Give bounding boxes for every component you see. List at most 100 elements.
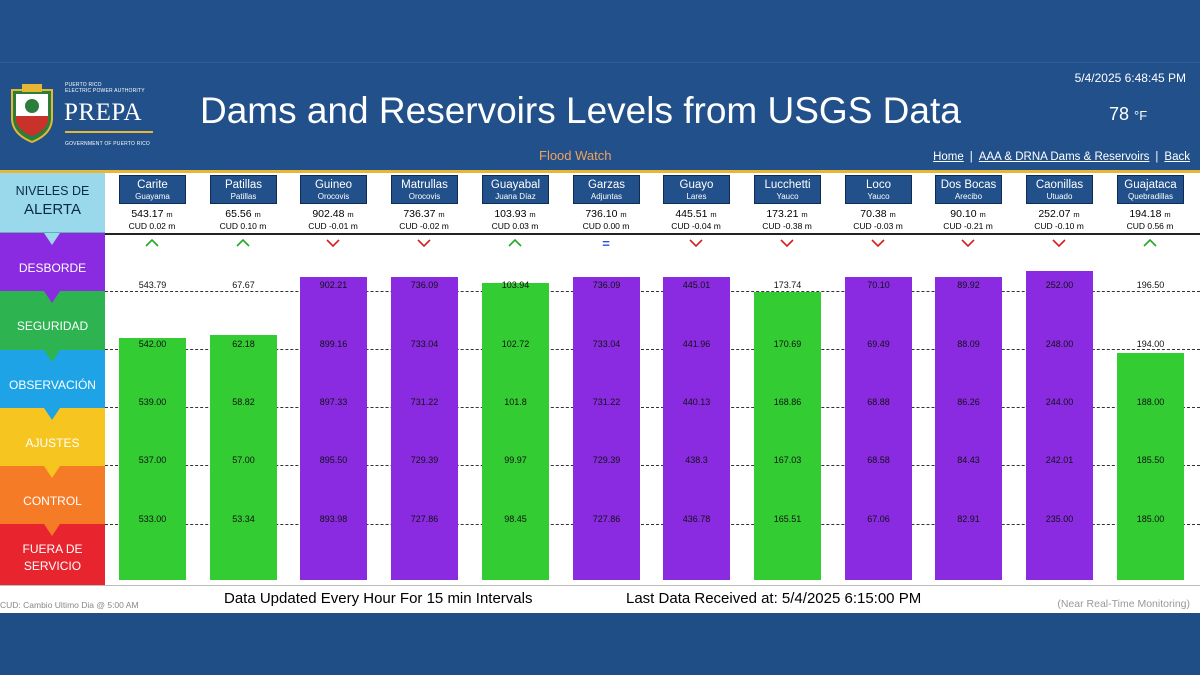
reservoir-name: Guayo — [679, 179, 714, 191]
reservoir-level-unit: m — [710, 210, 717, 219]
reservoir-header[interactable]: Loco Yauco — [845, 175, 912, 204]
reservoir-level: 194.18 m — [1110, 208, 1190, 220]
reservoir-name: Dos Bocas — [940, 179, 997, 191]
reservoir-level: 736.37 m — [384, 208, 464, 220]
reservoir-header[interactable]: Guayabal Juana Díaz — [482, 175, 549, 204]
reservoir-header[interactable]: Garzas Adjuntas — [573, 175, 640, 204]
threshold-label: 67.06 — [867, 514, 890, 524]
reservoir-header[interactable]: Lucchetti Yauco — [754, 175, 821, 204]
threshold-label: 242.01 — [1045, 455, 1074, 465]
nav-back-link[interactable]: Back — [1164, 151, 1190, 163]
reservoir-level: 902.48 m — [293, 208, 373, 220]
threshold-label: 70.10 — [867, 280, 890, 290]
threshold-label: 98.45 — [504, 514, 527, 524]
threshold-label: 736.09 — [592, 280, 621, 290]
legend-header-line1: NIVELES DE — [15, 184, 90, 198]
threshold-label: 731.22 — [592, 397, 621, 407]
reservoir-header[interactable]: Matrullas Orocovis — [391, 175, 458, 204]
footer: CUD: Cambio Ultimo Dia @ 5:00 AM Data Up… — [0, 585, 1200, 613]
reservoir-level-bar — [935, 277, 1002, 580]
prepa-seal-icon — [11, 84, 53, 144]
reservoir-town: Yauco — [867, 192, 890, 201]
reservoir-town: Adjuntas — [590, 192, 623, 201]
threshold-label: 733.04 — [410, 339, 439, 349]
reservoir-cud: CUD -0.38 m — [747, 221, 827, 231]
reservoir-header[interactable]: Caonillas Utuado — [1026, 175, 1093, 204]
reservoir-cud-unit: m — [1166, 221, 1174, 231]
reservoir-header[interactable]: Guajataca Quebradillas — [1117, 175, 1184, 204]
temperature-value: 78 — [1109, 104, 1130, 124]
reservoir-header[interactable]: Patillas Patillas — [210, 175, 277, 204]
reservoir-level-unit: m — [347, 210, 354, 219]
trend-up-icon — [228, 236, 258, 251]
reservoir-header[interactable]: Dos Bocas Arecibo — [935, 175, 1002, 204]
current-datetime: 5/4/2025 6:48:45 PM — [1074, 71, 1186, 85]
trend-up-icon — [1135, 236, 1165, 251]
threshold-label: 436.78 — [682, 514, 711, 524]
page-title: Dams and Reservoirs Levels from USGS Dat… — [200, 90, 961, 131]
reservoir-cud-unit: m — [441, 221, 449, 231]
reservoir-cud-value: CUD -0.21 — [943, 221, 984, 231]
reservoir-cud-value: CUD 0.03 — [491, 221, 529, 231]
flood-alert-label: Flood Watch — [539, 148, 612, 163]
threshold-label: 533.00 — [138, 514, 167, 524]
temperature-readout: 78 °F — [1109, 104, 1147, 125]
update-interval-note: Data Updated Every Hour For 15 min Inter… — [224, 590, 533, 607]
reservoir-header[interactable]: Guineo Orocovis — [300, 175, 367, 204]
reservoir-level-bar — [663, 277, 730, 580]
nav-dams-link[interactable]: AAA & DRNA Dams & Reservoirs — [978, 151, 1150, 163]
threshold-label: 543.79 — [138, 280, 167, 290]
threshold-label: 185.50 — [1136, 455, 1165, 465]
threshold-label: 103.94 — [501, 280, 530, 290]
threshold-line — [105, 349, 1200, 350]
temperature-unit: °F — [1134, 108, 1148, 123]
threshold-label: 68.88 — [867, 397, 890, 407]
reservoir-name: Matrullas — [401, 179, 448, 191]
reservoir-cud-unit: m — [259, 221, 267, 231]
trend-same-icon: = — [602, 236, 610, 251]
threshold-label: 440.13 — [682, 397, 711, 407]
reservoir-level-unit: m — [166, 210, 173, 219]
reservoir-cud-unit: m — [713, 221, 721, 231]
nav-home-link[interactable]: Home — [933, 151, 964, 163]
threshold-label: 729.39 — [592, 455, 621, 465]
threshold-label: 539.00 — [138, 397, 167, 407]
reservoir-cud: CUD -0.01 m — [293, 221, 373, 231]
reservoir-level-value: 70.38 — [860, 208, 887, 220]
threshold-label: 84.43 — [957, 455, 980, 465]
reservoir-cud-value: CUD 0.02 — [128, 221, 166, 231]
reservoir-cud-unit: m — [168, 221, 176, 231]
reservoir-level: 252.07 m — [1019, 208, 1099, 220]
top-band — [0, 0, 1200, 62]
threshold-label: 445.01 — [682, 280, 711, 290]
threshold-label: 893.98 — [319, 514, 348, 524]
threshold-label: 170.69 — [773, 339, 802, 349]
threshold-label: 438.3 — [685, 455, 708, 465]
threshold-label: 899.16 — [319, 339, 348, 349]
threshold-line — [105, 524, 1200, 525]
threshold-label: 68.58 — [867, 455, 890, 465]
reservoir-cud-value: CUD -0.01 — [308, 221, 349, 231]
reservoir-header[interactable]: Carite Guayama — [119, 175, 186, 204]
reservoir-name: Guayabal — [490, 179, 541, 191]
reservoir-level-unit: m — [979, 210, 986, 219]
reservoir-cud: CUD -0.02 m — [384, 221, 464, 231]
reservoir-level-bar — [482, 283, 549, 580]
header-row-divider — [105, 233, 1200, 235]
reservoir-header[interactable]: Guayo Lares — [663, 175, 730, 204]
threshold-label: 194.00 — [1136, 339, 1165, 349]
threshold-label: 58.82 — [232, 397, 255, 407]
reservoir-cud: CUD 0.56 m — [1110, 221, 1190, 231]
reservoir-town: Arecibo — [954, 192, 983, 201]
threshold-label: 729.39 — [410, 455, 439, 465]
trend-down-icon — [863, 236, 893, 251]
threshold-label: 895.50 — [319, 455, 348, 465]
reservoir-level-bar — [754, 292, 821, 580]
legend-level-label: CONTROL — [23, 494, 82, 508]
legend-pointer-icon — [44, 524, 60, 536]
threshold-label: 165.51 — [773, 514, 802, 524]
reservoir-name: Guajataca — [1124, 179, 1177, 191]
threshold-label: 185.00 — [1136, 514, 1165, 524]
reservoir-chart-panel: NIVELES DE ALERTA DESBORDE SEGURIDAD OBSER… — [0, 173, 1200, 585]
threshold-label: 736.09 — [410, 280, 439, 290]
